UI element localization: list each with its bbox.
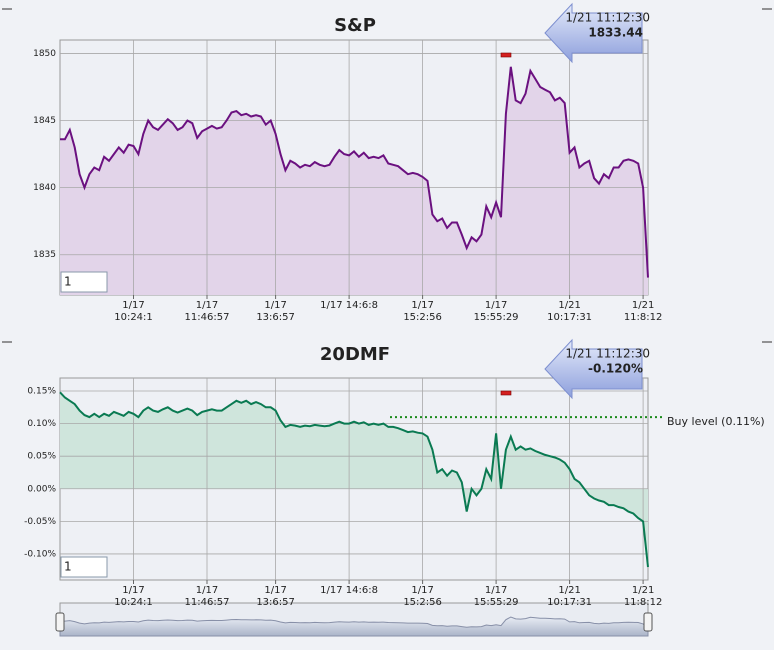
series-line xyxy=(60,66,649,278)
chart-title: 20DMF xyxy=(320,344,390,365)
x-tick-label: 1/21 11:8:12 xyxy=(623,585,663,608)
event-flag xyxy=(500,390,512,396)
x-tick-label: 1/17 15:55:29 xyxy=(473,300,519,323)
x-tick-label: 1/17 11:46:57 xyxy=(184,585,230,608)
y-tick-label: 0.15% xyxy=(27,387,56,397)
x-tick-label: 1/21 11:8:12 xyxy=(623,300,663,323)
callout-time: 1/21 11:12:30 xyxy=(565,347,650,361)
zoom-input xyxy=(60,271,108,293)
x-tick-label: 1/17 15:2:56 xyxy=(403,585,442,608)
y-tick-label: 1845 xyxy=(33,116,56,126)
callout-arrow xyxy=(544,2,643,64)
y-tick-label: 1840 xyxy=(33,183,56,193)
y-tick-label: -0.05% xyxy=(24,517,56,527)
y-tick-label: 0.10% xyxy=(27,419,56,429)
x-tick-label: 1/17 14:6:8 xyxy=(320,300,378,311)
zoom-input-text: 1 xyxy=(64,560,72,574)
x-tick-label: 1/17 15:2:56 xyxy=(403,300,442,323)
zoom-input xyxy=(60,556,108,578)
navigator-handle[interactable] xyxy=(643,612,653,632)
x-tick-label: 1/17 13:6:57 xyxy=(256,300,295,323)
x-tick-label: 1/17 11:46:57 xyxy=(184,300,230,323)
callout-value: -0.120% xyxy=(588,362,643,376)
y-tick-label: 1835 xyxy=(33,250,56,260)
y-tick-label: 0.00% xyxy=(27,484,56,494)
y-tick-label: -0.10% xyxy=(24,549,56,559)
y-tick-label: 0.05% xyxy=(27,452,56,462)
event-flag xyxy=(500,52,512,58)
callout-value: 1833.44 xyxy=(588,26,643,40)
callout-time: 1/21 11:12:30 xyxy=(565,11,650,25)
x-tick-label: 1/17 15:55:29 xyxy=(473,585,519,608)
chart-title: S&P xyxy=(334,15,376,36)
x-tick-label: 1/17 14:6:8 xyxy=(320,585,378,596)
x-tick-label: 1/17 10:24:1 xyxy=(114,300,153,323)
x-tick-label: 1/17 13:6:57 xyxy=(256,585,295,608)
buy-level-label: Buy level (0.11%) xyxy=(667,415,765,428)
navigator-area xyxy=(59,616,649,637)
x-tick-label: 1/17 10:24:1 xyxy=(114,585,153,608)
x-tick-label: 1/21 10:17:31 xyxy=(547,300,593,323)
y-tick-label: 1850 xyxy=(33,49,56,59)
navigator-handle[interactable] xyxy=(55,612,65,632)
zoom-input-text: 1 xyxy=(64,275,72,289)
x-tick-label: 1/21 10:17:31 xyxy=(547,585,593,608)
callout-arrow xyxy=(544,338,643,400)
series-line xyxy=(59,391,649,568)
